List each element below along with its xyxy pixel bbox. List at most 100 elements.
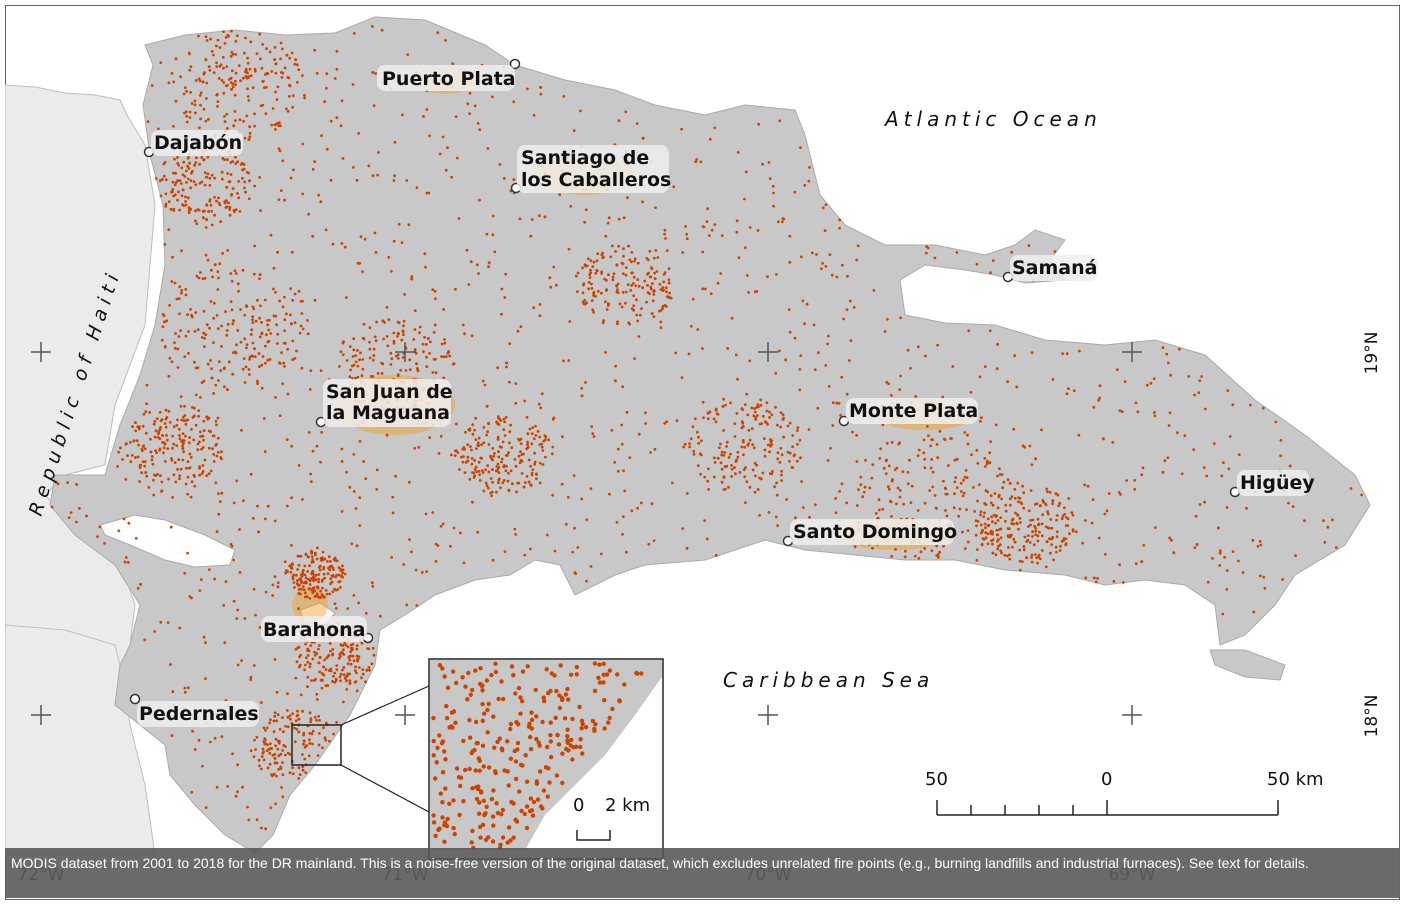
fire-point [476, 122, 480, 125]
fire-point [122, 517, 126, 521]
fire-point [235, 617, 239, 620]
inset-locator-box [291, 724, 342, 766]
fire-point [215, 423, 218, 427]
fire-point [328, 739, 331, 743]
fire-point [251, 517, 255, 520]
fire-point [234, 39, 238, 43]
fire-point [209, 203, 213, 207]
fire-point [476, 530, 480, 534]
fire-point [456, 451, 460, 454]
fire-point [274, 128, 277, 131]
fire-point [189, 495, 193, 499]
fire-point [474, 416, 478, 420]
fire-point [149, 437, 152, 441]
fire-point [966, 433, 969, 437]
fire-point [1279, 439, 1283, 442]
fire-point [213, 736, 217, 740]
fire-point [335, 67, 339, 71]
fire-point [258, 277, 261, 281]
fire-point [475, 470, 478, 474]
inset-fire-point [508, 721, 514, 727]
fire-point [351, 355, 355, 358]
fire-point [533, 462, 537, 466]
fire-point [187, 167, 191, 170]
fire-point [758, 514, 761, 517]
fire-point [201, 464, 205, 467]
fire-point [543, 434, 547, 437]
fire-point [153, 419, 157, 423]
inset-fire-point [560, 751, 565, 756]
fire-point [263, 738, 267, 741]
fire-point [301, 765, 305, 769]
fire-point [1041, 513, 1045, 517]
fire-point [871, 463, 875, 466]
fire-point [890, 394, 893, 397]
fire-point [795, 459, 799, 463]
fire-point [119, 446, 122, 450]
fire-point [303, 573, 307, 577]
fire-point [184, 287, 188, 291]
inset-fire-point [563, 692, 569, 697]
fire-point [222, 604, 226, 607]
fire-point [663, 304, 667, 307]
fire-point [840, 482, 844, 486]
fire-point [170, 457, 173, 460]
fire-point [137, 427, 141, 431]
fire-point [308, 742, 312, 745]
fire-point [1022, 506, 1026, 510]
fire-point [253, 244, 256, 248]
fire-point [453, 454, 457, 457]
fire-point [180, 418, 184, 422]
fire-point [1040, 428, 1043, 432]
fire-point [229, 76, 233, 80]
fire-point [781, 413, 785, 417]
fire-point [1013, 496, 1017, 500]
fire-point [697, 435, 700, 439]
inset-fire-point [444, 823, 450, 829]
fire-point [695, 158, 699, 161]
fire-point [747, 429, 751, 432]
fire-point [990, 539, 993, 543]
fire-point [203, 458, 207, 462]
fire-point [230, 279, 234, 283]
fire-point [160, 480, 164, 484]
fire-point [500, 312, 503, 316]
scale-label-right: 50 km [1267, 769, 1324, 790]
inset-fire-point [565, 686, 570, 692]
fire-point [352, 659, 356, 663]
fire-point [587, 287, 590, 291]
fire-point [251, 341, 255, 345]
fire-point [396, 353, 400, 357]
fire-point [223, 115, 226, 118]
fire-point [179, 467, 183, 471]
inset-fire-point [509, 799, 514, 805]
fire-point [176, 468, 179, 471]
fire-point [364, 477, 368, 480]
fire-point [216, 100, 220, 103]
fire-point [947, 464, 950, 467]
fire-point [459, 531, 462, 535]
fire-point [231, 322, 235, 326]
fire-point [661, 307, 664, 311]
fire-point [712, 417, 716, 421]
fire-point [217, 77, 221, 80]
fire-point [257, 758, 261, 762]
fire-point [329, 582, 332, 586]
fire-point [164, 425, 168, 429]
fire-point [319, 200, 323, 204]
fire-point [501, 440, 505, 444]
fire-point [276, 585, 280, 589]
fire-point [390, 556, 393, 559]
fire-point [355, 654, 359, 658]
fire-point [420, 571, 424, 574]
fire-point [242, 357, 246, 360]
fire-point [301, 570, 305, 574]
fire-point [1034, 533, 1037, 536]
inset-fire-point [470, 786, 475, 791]
inset-fire-point [477, 824, 483, 830]
inset-fire-point [477, 768, 482, 773]
fire-point [317, 647, 320, 651]
fire-point [186, 492, 190, 496]
inset-fire-point [525, 664, 530, 669]
inset-fire-point [533, 687, 538, 693]
